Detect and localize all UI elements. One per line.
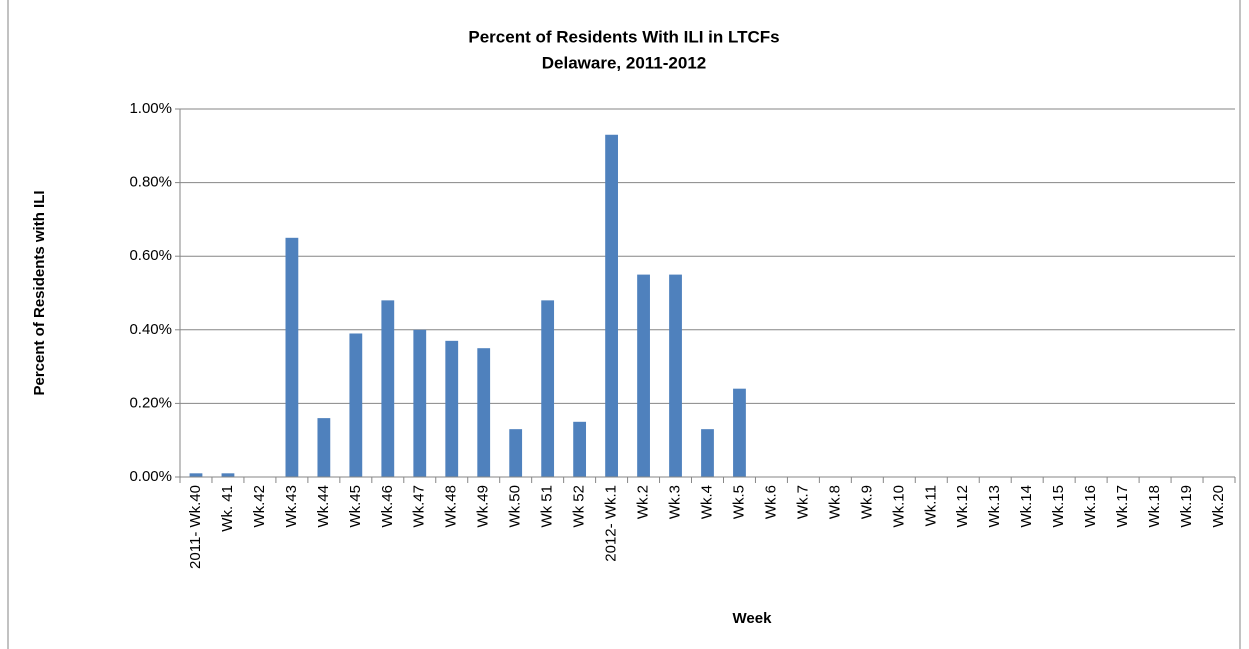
bar — [669, 274, 682, 477]
bar — [637, 274, 650, 477]
bar — [285, 237, 299, 477]
x-tick-label: Wk.9 — [858, 485, 875, 519]
bar — [477, 348, 491, 477]
x-tick-label: Wk. 41 — [219, 485, 236, 532]
x-axis-label: Week — [733, 610, 773, 627]
x-tick-label: 2012- Wk.1 — [603, 485, 620, 562]
chart-border — [7, 0, 1241, 649]
x-tick-label: Wk.3 — [666, 485, 683, 519]
x-tick-label: Wk.5 — [730, 485, 747, 519]
y-tick-label: 0.40% — [129, 321, 172, 338]
bar — [541, 300, 555, 477]
bar — [733, 388, 746, 477]
x-tick-label: Wk.18 — [1146, 485, 1163, 528]
x-tick-label: Wk.48 — [443, 485, 460, 528]
chart-subtitle: Delaware, 2011-2012 — [542, 53, 706, 72]
bar — [701, 429, 714, 477]
bar — [509, 429, 523, 477]
x-tick-label: Wk.49 — [475, 485, 492, 528]
bar — [413, 329, 427, 477]
x-tick-label: 2011- Wk.40 — [187, 485, 204, 569]
x-tick-label: Wk.16 — [1082, 485, 1099, 528]
x-tick-label: Wk 52 — [571, 485, 588, 528]
y-axis-label: Percent of Residents with ILI — [31, 190, 48, 395]
y-tick-label: 0.60% — [129, 247, 172, 264]
bar — [317, 418, 331, 477]
x-tick-label: Wk.44 — [315, 485, 332, 528]
x-tick-label: Wk.14 — [1018, 485, 1035, 528]
bar — [445, 340, 459, 477]
y-tick-label: 0.00% — [129, 468, 172, 485]
x-tick-label: Wk.17 — [1114, 485, 1131, 528]
bar — [381, 300, 395, 477]
bar — [189, 473, 203, 477]
bar — [605, 134, 618, 477]
x-tick-label: Wk.45 — [347, 485, 364, 528]
x-tick-label: Wk.43 — [283, 485, 300, 528]
chart-title: Percent of Residents With ILI in LTCFs — [468, 27, 779, 46]
bar — [573, 421, 587, 477]
x-tick-label: Wk.19 — [1178, 485, 1195, 528]
x-tick-label: Wk.46 — [379, 485, 396, 528]
x-tick-label: Wk.7 — [794, 485, 811, 519]
x-tick-label: Wk.42 — [251, 485, 268, 528]
x-tick-label: Wk.2 — [635, 485, 652, 519]
x-tick-label: Wk.47 — [411, 485, 428, 528]
x-tick-label: Wk.6 — [762, 485, 779, 519]
x-tick-label: Wk.20 — [1210, 485, 1227, 528]
y-tick-label: 1.00% — [129, 100, 172, 117]
x-tick-label: Wk.15 — [1050, 485, 1067, 528]
bar — [221, 473, 235, 477]
x-tick-label: Wk.11 — [922, 485, 939, 526]
x-tick-label: Wk.8 — [826, 485, 843, 519]
x-tick-label: Wk.13 — [986, 485, 1003, 528]
x-tick-label: Wk.12 — [954, 485, 971, 528]
x-tick-label: Wk.50 — [507, 485, 524, 528]
bar — [349, 333, 363, 477]
y-tick-label: 0.80% — [129, 174, 172, 191]
x-tick-label: Wk.10 — [890, 485, 907, 528]
x-tick-label: Wk 51 — [539, 485, 556, 528]
x-tick-label: Wk.4 — [698, 485, 715, 519]
y-tick-label: 0.20% — [129, 394, 172, 411]
